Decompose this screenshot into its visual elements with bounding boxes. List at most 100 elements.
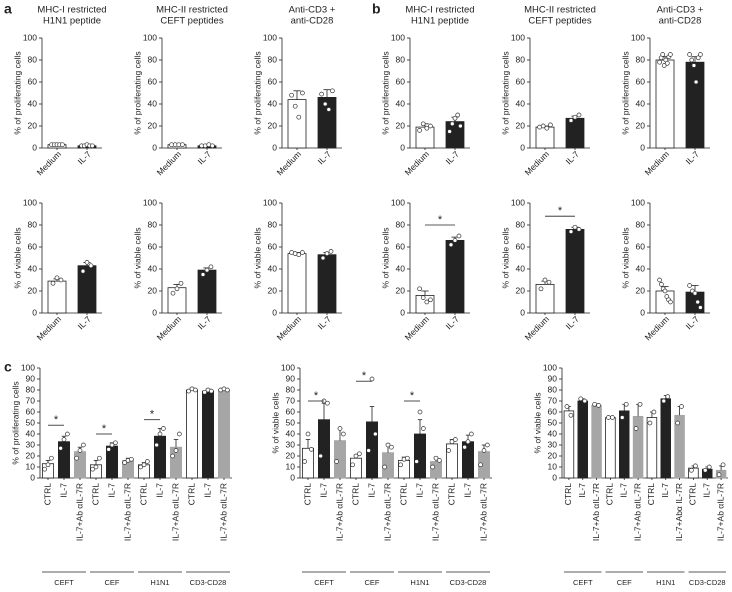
y-tick-label: 0: [552, 472, 557, 482]
data-point: [106, 447, 111, 452]
bar: [646, 417, 658, 479]
y-tick-label: 60: [548, 406, 558, 416]
group-label: CEF: [617, 578, 632, 587]
y-tick-label: 100: [391, 197, 405, 207]
x-tick-label: IL-7: [414, 483, 424, 498]
y-tick-label: 80: [396, 219, 406, 229]
x-tick-label: CTRL: [688, 483, 698, 505]
y-tick-label: 60: [636, 76, 646, 86]
y-axis-label: % of viable cells: [532, 393, 542, 454]
data-point: [661, 398, 667, 404]
data-point: [305, 431, 311, 437]
data-point: [687, 52, 692, 57]
y-tick-label: 0: [400, 307, 405, 317]
y-tick-label: 80: [28, 54, 38, 64]
data-point: [193, 387, 198, 393]
chart-title: CEFT peptides: [160, 16, 223, 27]
data-point: [540, 123, 546, 129]
y-tick-label: 60: [148, 241, 158, 251]
data-point: [80, 268, 86, 274]
y-tick-label: 40: [396, 98, 406, 108]
x-tick-label: IL-7+Ab αIL-7R: [591, 483, 601, 541]
y-tick-label: 20: [28, 120, 38, 130]
data-point: [462, 444, 467, 450]
group-label: CEFT: [573, 578, 593, 587]
data-point: [693, 79, 699, 85]
x-tick-label: IL-7: [684, 149, 702, 167]
group-label: CEF: [105, 578, 120, 587]
bar: [591, 404, 602, 479]
x-tick-label: IL-7: [564, 314, 582, 332]
bar: [167, 287, 187, 314]
data-point: [113, 440, 118, 446]
data-point: [170, 290, 176, 296]
y-tick-label: 50: [548, 417, 558, 427]
bar: [201, 390, 214, 479]
y-tick-label: 0: [152, 142, 157, 152]
data-point: [296, 114, 302, 120]
y-axis-label: % of viable cells: [132, 228, 142, 289]
data-point: [90, 143, 95, 149]
x-tick-label: IL-7: [366, 483, 376, 498]
data-point: [424, 299, 430, 305]
x-tick-label: IL-7+Abα IL-7R: [674, 483, 684, 541]
y-tick-label: 50: [286, 417, 296, 427]
bar: [535, 126, 555, 149]
x-tick-label: IL-7+Ab αIL-7R: [74, 483, 84, 541]
y-tick-label: 0: [152, 307, 157, 317]
data-point: [538, 286, 544, 292]
data-point: [328, 249, 334, 254]
data-point: [449, 121, 455, 127]
y-tick-label: 0: [640, 307, 645, 317]
panel-label: b: [372, 1, 381, 17]
y-tick-label: 100: [21, 362, 35, 372]
x-tick-label: IL-7: [196, 314, 214, 332]
y-tick-label: 70: [286, 395, 296, 405]
data-point: [687, 283, 692, 288]
data-point: [61, 437, 67, 442]
data-point: [417, 286, 422, 292]
data-point: [448, 242, 454, 248]
y-tick-label: 60: [268, 241, 278, 251]
y-tick-label: 80: [148, 54, 158, 64]
data-point: [446, 448, 451, 453]
x-tick-label: Medium: [35, 149, 63, 177]
bar: [217, 389, 230, 479]
bar: [47, 280, 67, 314]
data-point: [178, 280, 184, 286]
bar: [153, 435, 166, 479]
data-point: [398, 462, 403, 468]
y-tick-label: 40: [516, 98, 526, 108]
data-point: [157, 431, 163, 437]
x-tick-label: IL-7+Ab αIL-7R: [715, 483, 725, 541]
data-point: [109, 442, 115, 448]
data-point: [186, 388, 191, 394]
data-point: [424, 125, 430, 131]
data-point: [623, 401, 629, 407]
data-point: [659, 282, 664, 287]
data-point: [417, 409, 423, 415]
x-tick-label: IL-7: [660, 483, 670, 498]
data-point: [296, 252, 302, 258]
data-point: [546, 279, 552, 285]
y-tick-label: 30: [548, 439, 558, 449]
y-tick-label: 60: [28, 76, 38, 86]
data-point: [302, 459, 307, 464]
bar: [563, 410, 575, 479]
data-point: [564, 404, 570, 409]
data-point: [369, 376, 375, 382]
data-point: [97, 455, 102, 461]
data-point: [452, 238, 458, 243]
data-point: [433, 455, 439, 461]
y-tick-label: 60: [286, 406, 296, 416]
y-tick-label: 70: [548, 395, 558, 405]
data-point: [420, 295, 426, 300]
y-tick-label: 60: [516, 241, 526, 251]
y-tick-label: 40: [548, 428, 558, 438]
data-point: [50, 280, 56, 286]
data-point: [138, 464, 143, 470]
data-point: [341, 431, 346, 437]
data-point: [692, 290, 698, 296]
y-tick-label: 20: [148, 285, 158, 295]
x-tick-label: IL-7+Ab αIL-7R: [170, 483, 180, 541]
